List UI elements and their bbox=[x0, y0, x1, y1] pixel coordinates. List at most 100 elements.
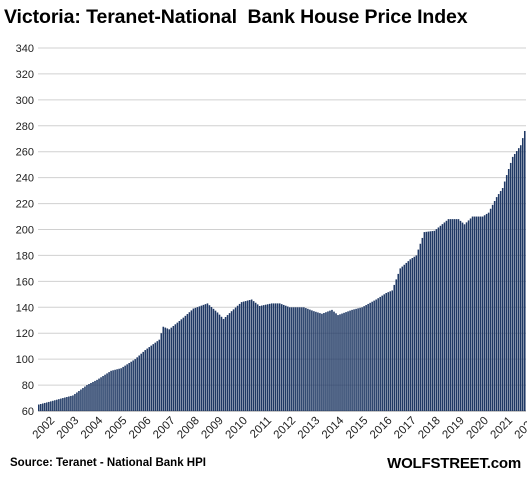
bar bbox=[54, 400, 56, 411]
bar bbox=[60, 398, 62, 411]
bar bbox=[162, 326, 165, 411]
y-axis-ticks: 60 80 100 120 140 160 180 200 220 240 260 280 300 320… bbox=[16, 43, 34, 418]
bar bbox=[238, 303, 241, 411]
bar bbox=[44, 402, 46, 411]
bar bbox=[146, 348, 148, 411]
bar bbox=[353, 309, 355, 411]
y-tick-label: 200 bbox=[16, 225, 34, 237]
bar bbox=[122, 366, 124, 411]
bar bbox=[323, 312, 325, 411]
bar bbox=[381, 295, 383, 411]
x-tick-label: 2020 bbox=[464, 415, 491, 442]
bar bbox=[110, 370, 112, 411]
bar bbox=[212, 308, 215, 411]
bar bbox=[333, 311, 335, 411]
bar bbox=[226, 315, 229, 411]
bar bbox=[242, 301, 245, 411]
bar bbox=[479, 216, 482, 411]
bar bbox=[88, 384, 90, 411]
bar bbox=[260, 305, 263, 411]
bar bbox=[287, 306, 289, 411]
bar bbox=[379, 296, 381, 411]
y-tick-label: 160 bbox=[16, 276, 34, 288]
bar bbox=[413, 256, 416, 411]
bar bbox=[214, 310, 217, 411]
bar bbox=[391, 290, 394, 411]
bar bbox=[158, 339, 161, 411]
bar bbox=[499, 191, 502, 411]
bar bbox=[461, 222, 464, 411]
x-tick-label: 2011 bbox=[248, 415, 274, 441]
bar bbox=[240, 302, 243, 411]
bar bbox=[409, 259, 412, 411]
bar bbox=[82, 388, 84, 411]
bar bbox=[403, 264, 406, 411]
bar bbox=[487, 212, 490, 411]
bar bbox=[363, 306, 365, 411]
bar bbox=[74, 393, 76, 411]
bar bbox=[407, 261, 410, 411]
bar bbox=[383, 294, 385, 411]
bar bbox=[140, 353, 142, 411]
bar bbox=[465, 222, 468, 411]
y-tick-label: 300 bbox=[16, 95, 34, 107]
bars bbox=[38, 130, 526, 412]
bar bbox=[210, 307, 213, 411]
bar bbox=[421, 237, 424, 411]
bar bbox=[166, 328, 169, 411]
y-tick-label: 280 bbox=[16, 121, 34, 133]
bar bbox=[190, 310, 193, 411]
bar bbox=[218, 314, 221, 411]
bar bbox=[98, 378, 100, 411]
x-axis-ticks: 2002200320042005200620072008200920102011… bbox=[31, 414, 527, 441]
bar bbox=[150, 345, 153, 411]
brand-logo-text: WOLFSTREET.com bbox=[387, 455, 521, 472]
x-tick-label: 2017 bbox=[392, 415, 419, 442]
bar bbox=[234, 307, 237, 411]
bar bbox=[272, 303, 275, 411]
bar bbox=[118, 368, 120, 411]
bar bbox=[270, 303, 273, 411]
bar bbox=[315, 311, 317, 411]
bar bbox=[281, 304, 283, 411]
bar bbox=[515, 151, 518, 411]
bar bbox=[351, 309, 353, 411]
bar bbox=[96, 379, 98, 411]
bar bbox=[248, 300, 251, 411]
x-tick-label: 2021 bbox=[489, 415, 516, 442]
bar bbox=[84, 386, 86, 411]
bar bbox=[46, 402, 48, 411]
bar bbox=[160, 333, 163, 411]
bar bbox=[266, 304, 269, 411]
y-tick-label: 100 bbox=[16, 354, 34, 366]
bar bbox=[274, 303, 277, 411]
bar bbox=[441, 224, 444, 411]
bar bbox=[228, 313, 231, 411]
bar bbox=[42, 403, 44, 411]
x-tick-label: 2009 bbox=[199, 415, 226, 442]
bar bbox=[437, 227, 440, 411]
bar bbox=[204, 304, 207, 411]
bar bbox=[475, 216, 478, 411]
bar bbox=[513, 153, 516, 412]
bar bbox=[138, 355, 140, 411]
bar bbox=[471, 216, 474, 411]
bar bbox=[130, 361, 132, 411]
bar bbox=[196, 307, 199, 411]
bar bbox=[467, 220, 470, 411]
bar bbox=[276, 303, 279, 411]
bar bbox=[517, 148, 520, 411]
source-note: Source: Teranet - National Bank HPI bbox=[10, 457, 206, 469]
bar bbox=[305, 308, 307, 411]
bar bbox=[523, 130, 526, 411]
bar bbox=[361, 307, 363, 411]
bar bbox=[339, 314, 341, 411]
bar bbox=[483, 215, 486, 411]
bar bbox=[331, 309, 333, 411]
bar bbox=[319, 313, 321, 411]
bar bbox=[62, 398, 64, 411]
bar bbox=[258, 305, 261, 411]
bar bbox=[128, 363, 130, 411]
bar bbox=[389, 291, 391, 411]
bar bbox=[124, 365, 126, 412]
